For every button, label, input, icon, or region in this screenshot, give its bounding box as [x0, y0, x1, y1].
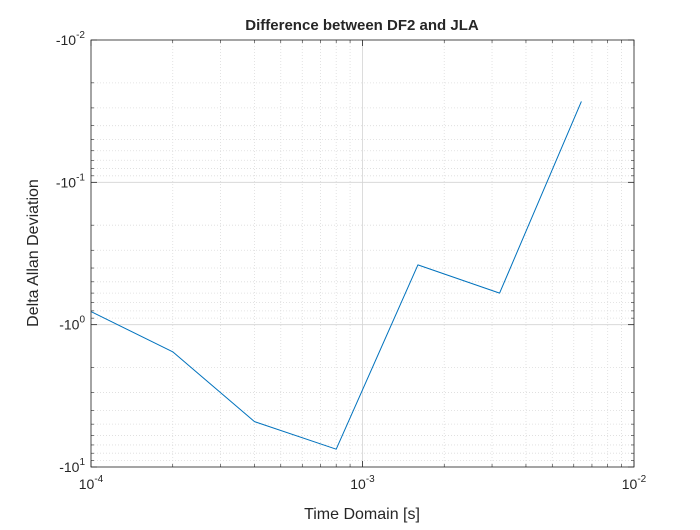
chart-title: Difference between DF2 and JLA	[245, 17, 479, 34]
tick-labels: 10-4 10-3 10-2 -10-2 -10-1 -100 -101	[56, 30, 647, 492]
series-layer	[90, 101, 582, 450]
x-tick-label: 10-2	[622, 474, 647, 492]
y-tick-label: -101	[59, 457, 85, 475]
y-tick-label: -10-1	[56, 172, 86, 190]
y-axis-label: Delta Allan Deviation	[25, 179, 42, 327]
x-tick-label: 10-3	[350, 474, 375, 492]
y-tick-label: -100	[59, 315, 85, 333]
series-line	[90, 101, 582, 450]
x-axis-label: Time Domain [s]	[304, 506, 420, 523]
x-tick-label: 10-4	[79, 474, 104, 492]
ticks	[90, 39, 635, 468]
y-tick-label: -10-2	[56, 30, 86, 48]
